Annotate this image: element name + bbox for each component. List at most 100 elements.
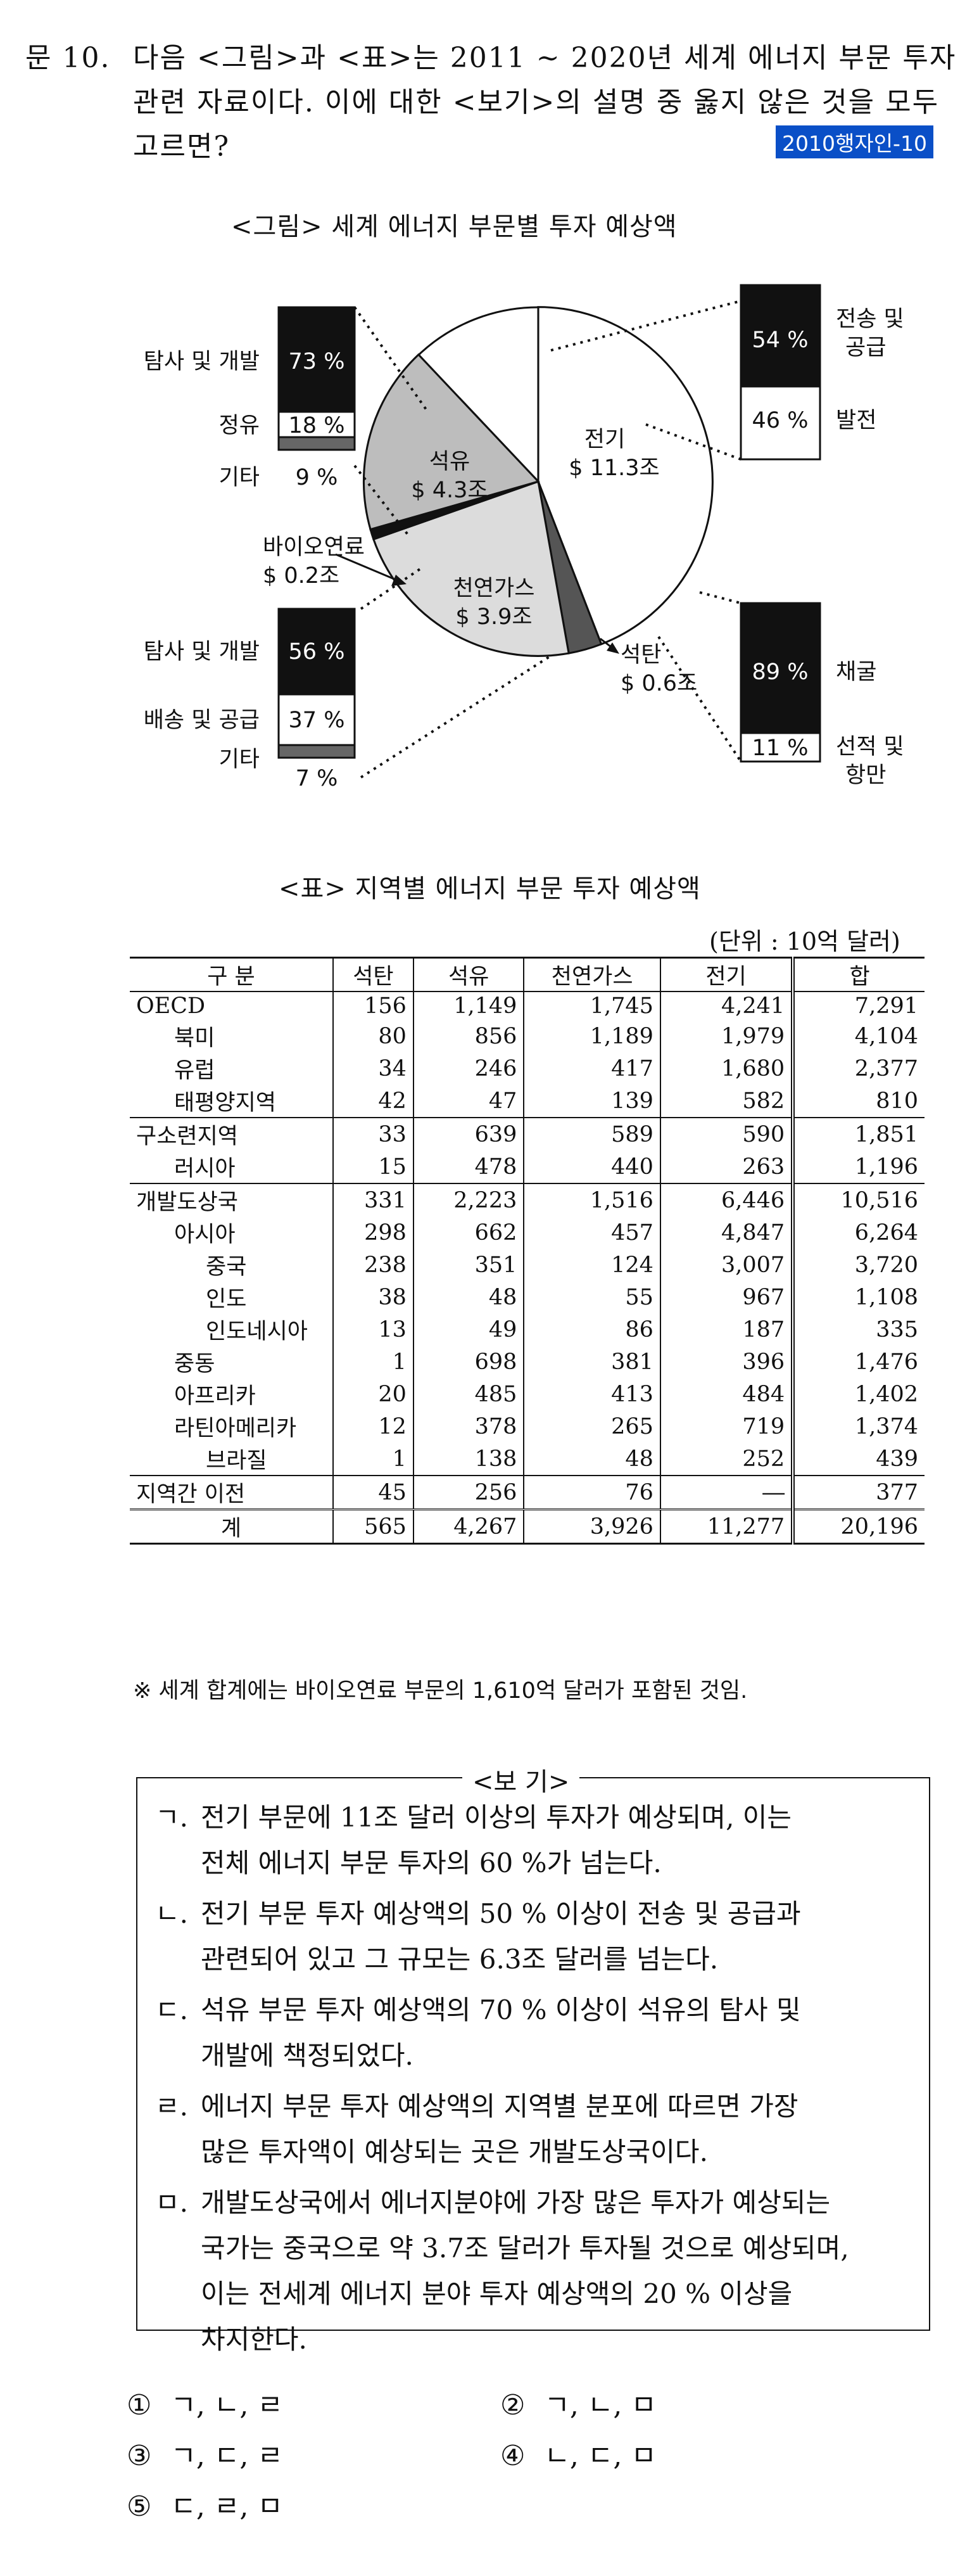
table-cell: 238 bbox=[332, 1249, 413, 1281]
bogi-item-continuation: 개발에 책정되었다. bbox=[201, 2040, 413, 2071]
table-cell: 1,745 bbox=[523, 992, 660, 1020]
oil-breakdown: 73 % 18 % 9 % 탐사 및 개발 정유 기타 bbox=[144, 306, 356, 490]
col-header-oil: 석유 bbox=[412, 957, 524, 992]
elec-share-generation: 46 % bbox=[752, 408, 809, 433]
table-cell: 12 bbox=[332, 1410, 413, 1443]
pie-large bbox=[362, 306, 714, 657]
table-cell: 256 bbox=[412, 1475, 524, 1510]
table-row: 개발도상국 331 2,223 1,516 6,446 10,516 bbox=[130, 1183, 925, 1216]
gas-share-distribution: 37 % bbox=[289, 708, 345, 733]
table-row: 아프리카 20 485 413 484 1,402 bbox=[130, 1378, 925, 1410]
table-cell: 351 bbox=[412, 1249, 524, 1281]
table-header-row: 구 분 석탄 석유 천연가스 전기 합 bbox=[130, 957, 925, 992]
bogi-item-text: 전기 부문 투자 예상액의 50 % 이상이 전송 및 공급과 bbox=[201, 1898, 801, 1929]
table-cell: 2,223 bbox=[412, 1183, 524, 1216]
investment-table: 구 분 석탄 석유 천연가스 전기 합 OECD 156 1,149 1,745 4,2… bbox=[130, 957, 925, 1545]
answer-option[interactable]: ① ㄱ, ㄴ, ㄹ bbox=[127, 2382, 283, 2423]
answer-option[interactable]: ② ㄱ, ㄴ, ㅁ bbox=[500, 2382, 657, 2423]
coal-arrowhead bbox=[607, 642, 619, 654]
table-cell: 42 bbox=[332, 1085, 413, 1118]
pie-value-oil: $ 4.3조 bbox=[411, 478, 488, 503]
table-cell: 1,476 bbox=[791, 1346, 925, 1378]
gas-share-other: 7 % bbox=[296, 766, 338, 791]
bogi-item-continuation: 국가는 중국으로 약 3.7조 달러가 투자될 것으로 예상되며, bbox=[201, 2233, 849, 2264]
table-row: 구소련지역 33 639 589 590 1,851 bbox=[130, 1117, 925, 1151]
table-row: 인도 38 48 55 967 1,108 bbox=[130, 1281, 925, 1313]
table-row: 인도네시아 13 49 86 187 335 bbox=[130, 1313, 925, 1346]
table-cell: 698 bbox=[412, 1346, 524, 1378]
bogi-item: ㄴ. 전기 부문 투자 예상액의 50 % 이상이 전송 및 공급과 bbox=[155, 1892, 801, 1931]
table-cell: 156 bbox=[332, 992, 413, 1020]
table-row: 라틴아메리카 12 378 265 719 1,374 bbox=[130, 1410, 925, 1443]
table-row: 중동 1 698 381 396 1,476 bbox=[130, 1346, 925, 1378]
row-label: 태평양지역 bbox=[174, 1090, 277, 1116]
row-label: 중국 bbox=[206, 1254, 247, 1280]
bogi-item-text: 개발도상국에서 에너지분야에 가장 많은 투자가 예상되는 bbox=[201, 2187, 831, 2218]
pie-value-coal: $ 0.6조 bbox=[621, 671, 697, 696]
table-cell: 1,680 bbox=[659, 1052, 793, 1085]
pie-label-gas: 천연가스 bbox=[453, 576, 535, 601]
row-label: 계 bbox=[130, 1508, 333, 1545]
figure-caption: <그림> 세계 에너지 부문별 투자 예상액 bbox=[231, 212, 678, 241]
bogi-item: ㄱ. 전기 부문에 11조 달러 이상의 투자가 예상되며, 이는 bbox=[155, 1796, 792, 1835]
option-number: ① bbox=[127, 2389, 152, 2421]
option-text: ㄱ, ㄴ, ㅁ bbox=[544, 2389, 657, 2421]
table-cell: 11,277 bbox=[659, 1508, 793, 1545]
table-row: 브라질 1 138 48 252 439 bbox=[130, 1443, 925, 1476]
bogi-item-key: ㄱ. bbox=[155, 1802, 188, 1833]
bogi-item-continuation: 전체 에너지 부문 투자의 60 %가 넘는다. bbox=[201, 1847, 662, 1878]
table-row: 아시아 298 662 457 4,847 6,264 bbox=[130, 1216, 925, 1249]
table-cell: 1,851 bbox=[791, 1117, 925, 1151]
table-cell: 48 bbox=[523, 1443, 660, 1476]
table-cell: 48 bbox=[412, 1281, 524, 1313]
table-cell: 6,264 bbox=[791, 1216, 925, 1249]
row-label: 북미 bbox=[174, 1026, 215, 1051]
table-cell: 34 bbox=[332, 1052, 413, 1085]
pie-value-biofuel: $ 0.2조 bbox=[263, 563, 339, 589]
col-header-electricity: 전기 bbox=[659, 957, 793, 992]
answer-option[interactable]: ⑤ ㄷ, ㄹ, ㅁ bbox=[127, 2484, 283, 2524]
question-text-line2: 관련 자료이다. 이에 대한 <보기>의 설명 중 옳지 않은 것을 모두 bbox=[133, 86, 940, 118]
energy-investment-figure: 전기 $ 11.3조 석유 $ 4.3조 천연가스 $ 3.9조 바이오연료 $… bbox=[144, 284, 904, 791]
table-cell: 1,149 bbox=[412, 992, 524, 1020]
table-cell: 417 bbox=[523, 1052, 660, 1085]
electricity-breakdown: 54 % 46 % 전송 및 공급 발전 bbox=[740, 284, 904, 461]
coal-label-shipping: 선적 및 bbox=[836, 734, 904, 760]
table-cell: 439 bbox=[791, 1443, 925, 1476]
table-note: ※ 세계 합계에는 바이오연료 부문의 1,610억 달러가 포함된 것임. bbox=[133, 1678, 748, 1704]
table-cell: 3,720 bbox=[791, 1249, 925, 1281]
gas-breakdown: 56 % 37 % 7 % 탐사 및 개발 배송 및 공급 기타 bbox=[144, 608, 356, 791]
elec-share-transmission: 54 % bbox=[752, 328, 809, 353]
question-text-line1: 다음 <그림>과 <표>는 2011 ~ 2020년 세계 에너지 부문 투자 bbox=[133, 42, 957, 74]
oil-share-other: 9 % bbox=[296, 465, 338, 490]
answer-option[interactable]: ④ ㄴ, ㄷ, ㅁ bbox=[500, 2433, 657, 2473]
table-cell: 3,007 bbox=[659, 1249, 793, 1281]
row-label: 아프리카 bbox=[174, 1384, 256, 1409]
table-cell: 187 bbox=[659, 1313, 793, 1346]
table-cell: 10,516 bbox=[791, 1183, 925, 1216]
table-cell: 1,108 bbox=[791, 1281, 925, 1313]
table-cell: 662 bbox=[412, 1216, 524, 1249]
elec-label-transmission: 전송 및 bbox=[836, 307, 904, 332]
coal-label-mining: 채굴 bbox=[836, 660, 876, 685]
table-cell: 1,189 bbox=[523, 1020, 660, 1052]
pie-label-coal: 석탄 bbox=[621, 642, 661, 668]
table-cell: 1,516 bbox=[523, 1183, 660, 1216]
table-cell: 1,402 bbox=[791, 1378, 925, 1410]
pie-label-biofuel: 바이오연료 bbox=[263, 535, 365, 560]
table-cell: 80 bbox=[332, 1020, 413, 1052]
table-cell: 484 bbox=[659, 1378, 793, 1410]
answer-option[interactable]: ③ ㄱ, ㄷ, ㄹ bbox=[127, 2433, 283, 2473]
bogi-item: ㄷ. 석유 부문 투자 예상액의 70 % 이상이 석유의 탐사 및 bbox=[155, 1989, 801, 2027]
table-cell: 1,196 bbox=[791, 1151, 925, 1183]
table-cell: 47 bbox=[412, 1085, 524, 1118]
table-cell: 298 bbox=[332, 1216, 413, 1249]
row-label: 지역간 이전 bbox=[130, 1475, 333, 1510]
table-cell: 33 bbox=[332, 1117, 413, 1151]
table-cell: 139 bbox=[523, 1085, 660, 1118]
table-cell: 4,104 bbox=[791, 1020, 925, 1052]
row-label: 인도네시아 bbox=[206, 1319, 308, 1344]
question-text-line3: 고르면? bbox=[133, 131, 230, 163]
table-cell: 3,926 bbox=[523, 1508, 660, 1545]
oil-label-refining: 정유 bbox=[219, 413, 260, 438]
